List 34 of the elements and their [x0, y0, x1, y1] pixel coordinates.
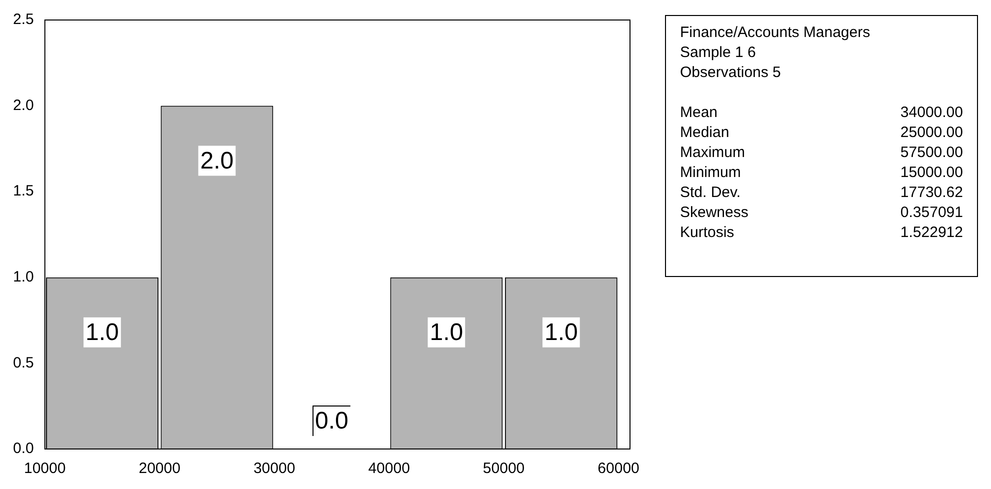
text: 17730.62: [900, 184, 963, 201]
category-label: Kurtosis: [680, 223, 734, 243]
data-label: 1.0: [544, 319, 578, 346]
x-tick-label: 10000: [24, 460, 66, 478]
y-tick-label: 0.0: [12, 440, 34, 458]
text: 57500.00: [900, 144, 963, 161]
y-tick-label: 1.0: [12, 268, 34, 286]
text: 15000.00: [900, 164, 963, 181]
text: 34000.00: [900, 104, 963, 121]
text: Observations 5: [680, 63, 782, 83]
category-label: Median: [680, 123, 730, 143]
x-tick-label: 60000: [598, 460, 640, 478]
y-tick-label: 0.5: [12, 354, 34, 372]
text: 25000.00: [900, 124, 963, 141]
data-label: 2.0: [200, 147, 234, 174]
category-label: Minimum: [680, 163, 741, 183]
category-label: Maximum: [680, 143, 746, 163]
category-label: Std. Dev.: [680, 183, 741, 203]
x-tick-label: 40000: [368, 460, 410, 478]
x-tick-label: 50000: [482, 460, 525, 478]
data-label: 1.0: [86, 319, 119, 346]
text: Sample 1 6: [680, 43, 757, 63]
x-tick-label: 30000: [253, 460, 296, 478]
y-tick-label: 2.5: [12, 11, 34, 28]
category-label: Mean: [680, 103, 718, 123]
y-tick-label: 2.0: [12, 96, 34, 114]
text: 1.522912: [900, 224, 963, 241]
text: Finance/Accounts Managers: [680, 23, 872, 43]
data-label: 1.0: [430, 319, 464, 346]
category-label: Skewness: [680, 203, 748, 223]
data-label: 0.0: [315, 408, 348, 435]
x-tick-label: 20000: [138, 460, 180, 478]
text: 0.357091: [900, 204, 963, 221]
y-tick-label: 1.5: [12, 182, 34, 200]
